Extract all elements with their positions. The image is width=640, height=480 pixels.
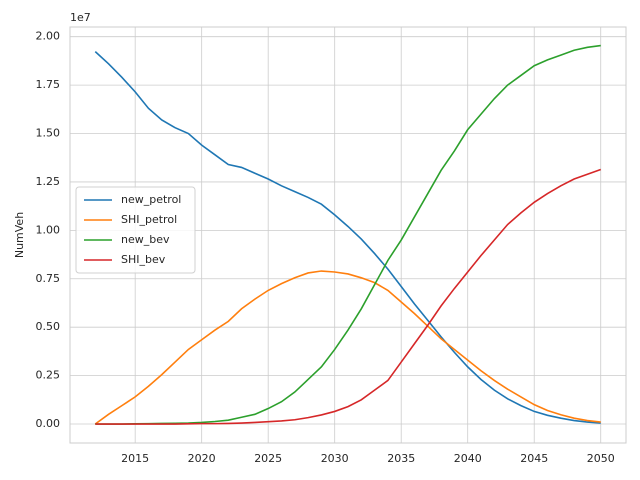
plot-frame [69, 26, 627, 444]
legend-label: new_petrol [121, 193, 181, 206]
y-tick-label: 2.00 [36, 30, 61, 43]
legend-label: new_bev [121, 233, 170, 246]
legend-label: SHI_petrol [121, 213, 177, 226]
legend: new_petrol SHI_petrol new_bev SHI_bev [75, 186, 196, 274]
y-offset-text: 1e7 [70, 11, 91, 24]
y-tick-label: 0.00 [36, 417, 61, 430]
x-tick-label: 2040 [454, 452, 482, 465]
x-tick-label: 2020 [188, 452, 216, 465]
y-tick-label: 0.75 [36, 272, 61, 285]
x-tick-label: 2015 [121, 452, 149, 465]
y-tick-label: 1.75 [36, 78, 61, 91]
x-tick-label: 2050 [587, 452, 615, 465]
line-series [95, 168, 601, 425]
x-tick-label: 2045 [520, 452, 548, 465]
y-tick-label: 0.50 [36, 320, 61, 333]
line-series [94, 51, 601, 424]
x-tick-label: 2035 [387, 452, 415, 465]
y-axis-label: NumVeh [13, 212, 26, 258]
legend-label: SHI_bev [121, 253, 166, 266]
line-series [94, 270, 601, 425]
y-tick-label: 0.25 [36, 369, 61, 382]
y-tick-label: 1.50 [36, 127, 61, 140]
y-tick-label: 1.25 [36, 175, 61, 188]
x-tick-label: 2030 [321, 452, 349, 465]
legend-box [75, 186, 196, 274]
x-tick-label: 2025 [254, 452, 282, 465]
y-tick-label: 1.00 [36, 223, 61, 236]
